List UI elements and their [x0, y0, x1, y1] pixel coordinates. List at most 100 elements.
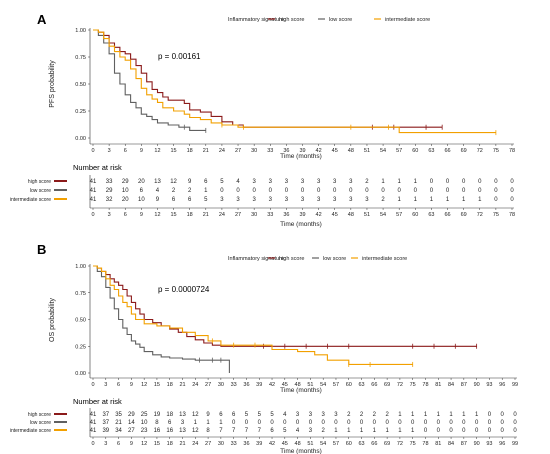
- risk-value: 3: [349, 179, 353, 185]
- risk-value: 0: [510, 179, 514, 185]
- p-value: p = 0.00161: [158, 52, 201, 61]
- legend-item: intermediate score: [385, 17, 430, 23]
- risk-value: 0: [385, 420, 389, 426]
- y-tick-label: 0.75: [75, 55, 86, 61]
- risk-value: 5: [270, 412, 274, 418]
- risk-value: 3: [252, 197, 256, 203]
- risk-value: 1: [398, 428, 402, 434]
- risk-x-tick-label: 21: [203, 212, 209, 218]
- risk-value: 1: [219, 420, 223, 426]
- x-tick-label: 24: [219, 148, 225, 154]
- x-tick-label: 45: [282, 382, 288, 388]
- risk-value: 0: [424, 428, 428, 434]
- risk-value: 1: [462, 197, 466, 203]
- risk-x-tick-label: 21: [179, 441, 185, 447]
- series-line-intermediate-score: [93, 265, 413, 365]
- risk-x-tick-label: 0: [91, 441, 94, 447]
- risk-value: 0: [437, 420, 441, 426]
- y-tick-label: 0.25: [75, 109, 86, 115]
- risk-value: 2: [347, 412, 351, 418]
- y-axis-label: OS probability: [49, 298, 56, 342]
- risk-value: 0: [488, 428, 492, 434]
- risk-x-tick-label: 78: [509, 212, 515, 218]
- risk-value: 3: [236, 197, 240, 203]
- risk-x-tick-label: 3: [104, 441, 107, 447]
- series-line-low-score: [93, 29, 206, 131]
- risk-value: 1: [430, 197, 434, 203]
- risk-value: 7: [258, 428, 262, 434]
- risk-value: 0: [236, 188, 240, 194]
- risk-value: 6: [270, 428, 274, 434]
- risk-value: 0: [510, 188, 514, 194]
- risk-x-tick-label: 75: [410, 441, 416, 447]
- risk-x-tick-label: 72: [477, 212, 483, 218]
- risk-value: 6: [204, 179, 208, 185]
- risk-value: 5: [258, 412, 262, 418]
- risk-value: 8: [155, 420, 159, 426]
- risk-value: 20: [122, 197, 129, 203]
- risk-value: 2: [172, 188, 176, 194]
- risk-value: 0: [437, 428, 441, 434]
- x-tick-label: 48: [348, 148, 354, 154]
- x-tick-label: 51: [307, 382, 313, 388]
- x-tick-label: 72: [397, 382, 403, 388]
- risk-table-title: Number at risk: [73, 163, 122, 172]
- x-tick-label: 9: [130, 382, 133, 388]
- risk-value: 0: [373, 420, 377, 426]
- risk-value: 0: [414, 188, 418, 194]
- risk-x-tick-label: 36: [243, 441, 249, 447]
- x-tick-label: 57: [396, 148, 402, 154]
- risk-x-tick-label: 57: [333, 441, 339, 447]
- x-tick-label: 3: [104, 382, 107, 388]
- risk-x-tick-label: 81: [435, 441, 441, 447]
- risk-value: 0: [309, 420, 313, 426]
- x-tick-label: 81: [435, 382, 441, 388]
- risk-value: 0: [513, 428, 517, 434]
- risk-value: 0: [334, 420, 338, 426]
- risk-row-label: high score: [28, 179, 51, 185]
- risk-value: 41: [90, 428, 97, 434]
- risk-value: 1: [475, 412, 479, 418]
- risk-value: 3: [317, 179, 321, 185]
- risk-value: 3: [220, 197, 224, 203]
- risk-value: 3: [309, 428, 313, 434]
- risk-value: 1: [478, 197, 482, 203]
- risk-x-tick-label: 54: [320, 441, 326, 447]
- series-line-high-score: [93, 29, 443, 128]
- x-tick-label: 33: [231, 382, 237, 388]
- risk-value: 0: [398, 420, 402, 426]
- risk-value: 0: [285, 188, 289, 194]
- risk-value: 1: [360, 428, 364, 434]
- risk-x-tick-label: 87: [461, 441, 467, 447]
- x-tick-label: 18: [187, 148, 193, 154]
- risk-x-tick-label: 48: [295, 441, 301, 447]
- risk-value: 1: [462, 412, 466, 418]
- risk-value: 3: [252, 179, 256, 185]
- risk-value: 0: [347, 420, 351, 426]
- series-line-intermediate-score: [93, 29, 496, 134]
- risk-value: 0: [478, 188, 482, 194]
- risk-value: 0: [446, 179, 450, 185]
- risk-x-tick-label: 42: [316, 212, 322, 218]
- risk-value: 0: [245, 420, 249, 426]
- risk-value: 13: [154, 179, 161, 185]
- risk-value: 29: [128, 412, 135, 418]
- risk-x-tick-label: 15: [171, 212, 177, 218]
- risk-x-tick-label: 45: [282, 441, 288, 447]
- x-tick-label: 9: [140, 148, 143, 154]
- risk-value: 5: [204, 197, 208, 203]
- risk-value: 3: [269, 197, 273, 203]
- x-tick-label: 30: [218, 382, 224, 388]
- risk-value: 41: [90, 179, 97, 185]
- x-tick-label: 27: [205, 382, 211, 388]
- x-tick-label: 3: [108, 148, 111, 154]
- risk-value: 1: [334, 428, 338, 434]
- series-line-low-score: [93, 265, 230, 373]
- risk-row-label: low score: [30, 420, 51, 426]
- series-line-high-score: [93, 265, 477, 347]
- risk-x-tick-label: 66: [371, 441, 377, 447]
- risk-value: 12: [192, 412, 199, 418]
- x-tick-label: 0: [91, 382, 94, 388]
- risk-value: 0: [220, 188, 224, 194]
